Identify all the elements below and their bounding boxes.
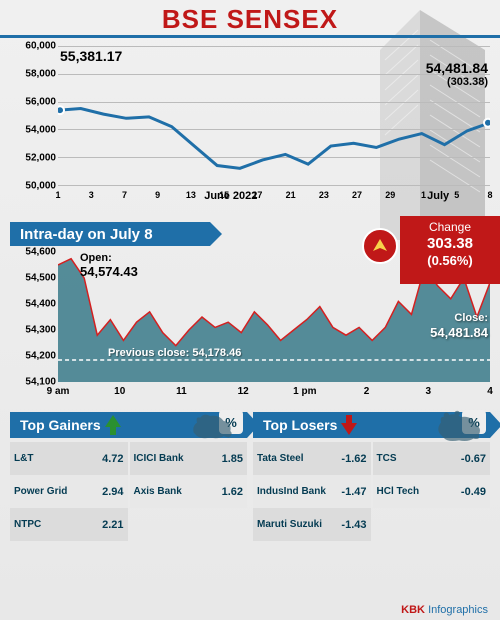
intraday-prev-close: Previous close: 54,178.46 [108,347,241,359]
stock-change: -1.43 [341,519,366,531]
bull-icon [187,406,237,446]
x-group-label: June 2022 [204,190,257,202]
x-tick: 9 [155,190,160,200]
stock-cell: ICICI Bank1.85 [130,442,248,475]
gainers-title: Top Gainers [20,417,101,433]
stock-cell: Tata Steel-1.62 [253,442,371,475]
top-gainers: Top Gainers % L&T4.72Power Grid2.94NTPC2… [10,412,247,560]
x-tick: 7 [122,190,127,200]
x-tick: 29 [385,190,395,200]
change-percent: (0.56%) [406,253,494,268]
stock-change: 4.72 [102,453,123,465]
stock-name: Axis Bank [134,487,222,497]
intraday-title: Intra-day on July 8 [10,222,210,246]
stock-cell: L&T4.72 [10,442,128,475]
x-tick: 11 [176,386,187,397]
page-title: BSE SENSEX [0,4,500,35]
stock-change: 1.62 [222,486,243,498]
stock-change: -0.67 [461,453,486,465]
x-tick: 1 [55,190,60,200]
stock-cell: Power Grid2.94 [10,475,128,508]
y-tick: 54,400 [25,299,56,310]
x-tick: 13 [186,190,196,200]
stock-name: ICICI Bank [134,454,222,464]
intraday-open-label: Open: [80,252,112,264]
footer-text: Infographics [428,604,488,616]
stock-name: HCl Tech [377,487,461,497]
main-end-value: 54,481.84 [426,60,488,76]
x-tick: 3 [89,190,94,200]
stock-name: NTPC [14,520,102,530]
main-start-value: 55,381.17 [60,48,122,64]
stock-cell: NTPC2.21 [10,508,128,541]
stock-change: 1.85 [222,453,243,465]
stock-name: Maruti Suzuki [257,520,341,530]
main-end-subvalue: (303.38) [447,76,488,88]
y-tick: 54,300 [25,325,56,336]
losers-title: Top Losers [263,417,337,433]
y-tick: 52,000 [25,153,56,164]
footer-credit: KBK Infographics [401,604,488,616]
x-tick: 5 [454,190,459,200]
up-arrow-icon [105,415,121,435]
top-losers: Top Losers % Tata Steel-1.62IndusInd Ban… [253,412,490,560]
stock-change: 2.94 [102,486,123,498]
stock-cell: HCl Tech-0.49 [373,475,491,508]
x-tick: 3 [426,386,432,397]
stock-change: -1.47 [341,486,366,498]
stock-name: L&T [14,454,102,464]
intraday-close-value: 54,481.84 [430,325,488,340]
x-tick: 1 [421,190,426,200]
change-value: 303.38 [406,236,494,253]
y-tick: 60,000 [25,41,56,52]
x-tick: 4 [487,386,493,397]
y-tick: 54,200 [25,351,56,362]
main-chart: 50,00052,00054,00056,00058,00060,000 55,… [10,46,490,216]
intraday-close-label: Close: [454,312,488,324]
stock-change: -1.62 [341,453,366,465]
x-tick: 9 am [47,386,70,397]
stock-name: IndusInd Bank [257,487,341,497]
stock-cell: TCS-0.67 [373,442,491,475]
x-tick: 10 [114,386,125,397]
up-arrow-icon [362,228,398,264]
y-tick: 54,500 [25,273,56,284]
header-underline [0,35,500,38]
stock-cell: IndusInd Bank-1.47 [253,475,371,508]
x-group-label: July [427,190,449,202]
stock-change: 2.21 [102,519,123,531]
stock-name: TCS [377,454,461,464]
x-tick: 23 [319,190,329,200]
stock-change: -0.49 [461,486,486,498]
y-tick: 54,600 [25,247,56,258]
bear-icon [432,406,486,446]
y-tick: 54,000 [25,125,56,136]
y-tick: 56,000 [25,97,56,108]
footer-brand: KBK [401,604,425,616]
stock-cell: Axis Bank1.62 [130,475,248,508]
change-badge: Change 303.38 (0.56%) [400,216,500,284]
down-arrow-icon [341,415,357,435]
intraday-open-value: 54,574.43 [80,264,138,279]
x-tick: 27 [352,190,362,200]
x-tick: 8 [487,190,492,200]
y-tick: 50,000 [25,181,56,192]
change-label: Change [406,220,494,234]
stock-name: Power Grid [14,487,102,497]
stock-name: Tata Steel [257,454,341,464]
x-tick: 1 pm [293,386,316,397]
x-tick: 12 [238,386,249,397]
x-tick: 21 [286,190,296,200]
y-tick: 58,000 [25,69,56,80]
stock-cell: Maruti Suzuki-1.43 [253,508,371,541]
x-tick: 2 [364,386,370,397]
